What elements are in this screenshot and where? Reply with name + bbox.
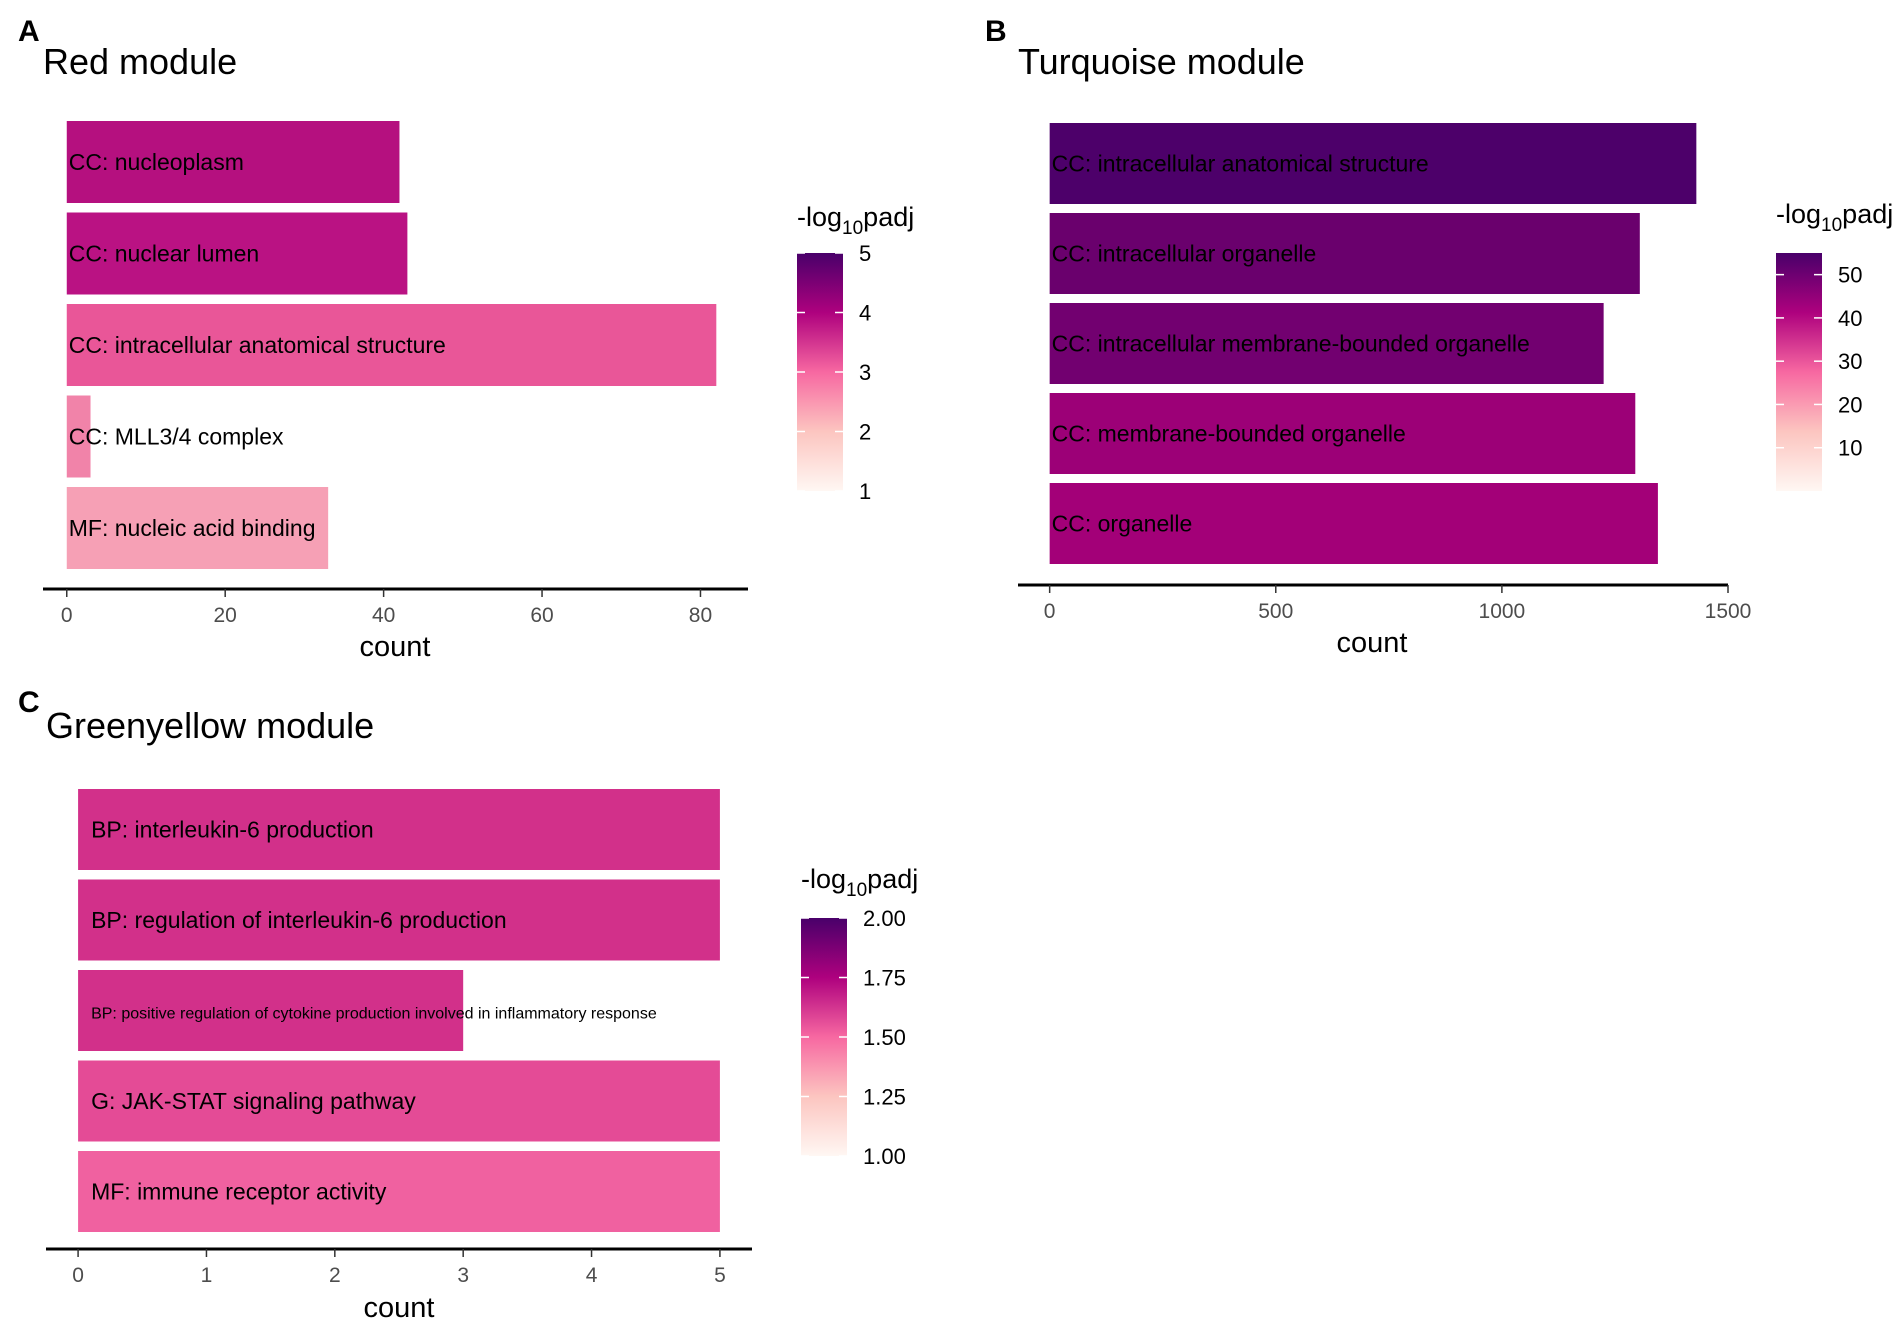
chart-title: Turquoise module xyxy=(1018,41,1305,82)
bar-label: CC: membrane-bounded organelle xyxy=(1052,421,1406,447)
x-tick-label: 4 xyxy=(586,1264,598,1287)
bar xyxy=(78,970,464,1051)
bar-label: CC: intracellular anatomical structure xyxy=(69,332,446,358)
bar-label: MF: nucleic acid binding xyxy=(69,515,316,541)
bar-label: CC: nuclear lumen xyxy=(69,241,259,267)
bar xyxy=(66,121,400,203)
colorbar xyxy=(1776,253,1822,491)
x-tick-label: 500 xyxy=(1258,600,1293,623)
bar-label: BP: regulation of interleukin-6 producti… xyxy=(91,907,507,933)
panel-greenyellow-module: C Greenyellow module BP: interleukin-6 p… xyxy=(18,686,918,1321)
bar-label: CC: organelle xyxy=(1052,511,1193,537)
x-axis-title: count xyxy=(1337,627,1408,659)
x-tick-label: 1 xyxy=(201,1264,213,1287)
legend-tick-label: 2.00 xyxy=(863,906,906,931)
bar xyxy=(66,212,408,295)
bar xyxy=(66,487,329,569)
legend-tick-label: 20 xyxy=(1838,392,1862,417)
legend-tick-label: 50 xyxy=(1838,263,1862,288)
chart-title: Greenyellow module xyxy=(46,705,374,746)
legend-tick-label: 2 xyxy=(859,420,871,445)
x-tick-label: 20 xyxy=(214,604,237,627)
x-tick-label: 5 xyxy=(714,1264,726,1287)
bar xyxy=(1049,303,1604,384)
bar-label: CC: intracellular organelle xyxy=(1052,241,1317,267)
bar-label: BP: positive regulation of cytokine prod… xyxy=(91,1006,657,1023)
legend-tick-label: 4 xyxy=(859,301,871,326)
legend-tick-label: 30 xyxy=(1838,349,1862,374)
bar xyxy=(66,395,91,478)
legend-title: -log10padj xyxy=(797,202,914,239)
x-axis-title: count xyxy=(364,1292,435,1321)
x-tick-label: 80 xyxy=(689,604,712,627)
x-tick-label: 3 xyxy=(457,1264,469,1287)
panel-letter: C xyxy=(18,686,40,719)
bar xyxy=(66,304,717,386)
bar xyxy=(1049,123,1697,204)
bar xyxy=(78,879,720,961)
legend-tick-label: 1.00 xyxy=(863,1144,906,1169)
bar-label: CC: MLL3/4 complex xyxy=(69,424,284,450)
legend-tick-label: 40 xyxy=(1838,306,1862,331)
legend-tick-label: 1.50 xyxy=(863,1025,906,1050)
bar xyxy=(78,789,720,870)
bar xyxy=(1049,393,1636,474)
chart-title: Red module xyxy=(43,41,237,82)
bar-label: G: JAK-STAT signaling pathway xyxy=(91,1088,416,1114)
x-tick-label: 1000 xyxy=(1479,600,1526,623)
bar xyxy=(78,1060,720,1142)
legend-tick-label: 10 xyxy=(1838,436,1862,461)
x-tick-label: 60 xyxy=(530,604,553,627)
legend-tick-label: 1 xyxy=(859,479,871,504)
bar xyxy=(1049,213,1640,294)
bar-label: BP: interleukin-6 production xyxy=(91,817,374,843)
legend-title: -log10padj xyxy=(801,864,918,901)
legend-tick-label: 1.75 xyxy=(863,966,906,991)
x-tick-label: 1500 xyxy=(1705,600,1752,623)
x-tick-label: 0 xyxy=(61,604,73,627)
panel-turquoise-module: B Turquoise module CC: intracellular ana… xyxy=(985,15,1893,659)
panel-letter: B xyxy=(985,15,1007,48)
bar-label: CC: intracellular membrane-bounded organ… xyxy=(1052,331,1530,357)
bar xyxy=(1049,483,1658,564)
bar xyxy=(78,1151,720,1232)
panel-red-module: A Red module CC: nucleoplasm CC: nuclear … xyxy=(18,15,914,663)
bar-label: CC: nucleoplasm xyxy=(69,149,244,175)
x-axis-title: count xyxy=(360,631,431,663)
panel-letter: A xyxy=(18,15,40,48)
x-tick-label: 40 xyxy=(372,604,395,627)
bar-label: CC: intracellular anatomical structure xyxy=(1052,151,1429,177)
legend-tick-label: 1.25 xyxy=(863,1085,906,1110)
bar-label: MF: immune receptor activity xyxy=(91,1179,387,1205)
x-tick-label: 0 xyxy=(1044,600,1056,623)
legend-tick-label: 3 xyxy=(859,360,871,385)
x-tick-label: 0 xyxy=(72,1264,84,1287)
legend-title: -log10padj xyxy=(1776,199,1893,236)
legend-tick-label: 5 xyxy=(859,241,871,266)
x-tick-label: 2 xyxy=(329,1264,341,1287)
